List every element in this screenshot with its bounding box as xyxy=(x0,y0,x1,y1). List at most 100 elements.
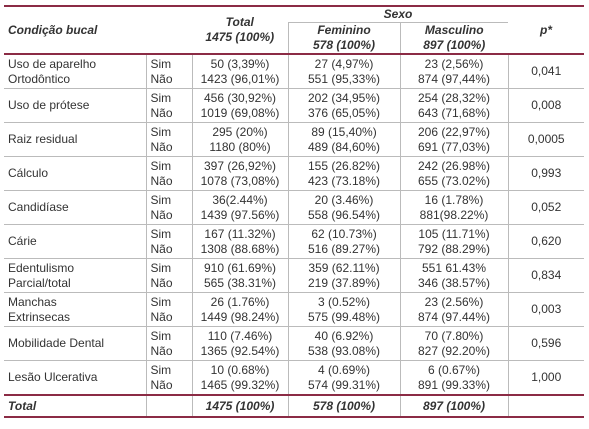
data-table: Condição bucal Total 1475 (100%) Sexo p* … xyxy=(4,5,584,418)
total-value: 565 (38.31%) xyxy=(203,275,277,290)
total-p-empty xyxy=(507,394,584,418)
condition-label: Extrinsecas xyxy=(8,309,71,324)
answer-label: Sim xyxy=(150,56,172,71)
female-value: 359 (62.11%) xyxy=(308,260,380,275)
male-value: 6 (0.67%) xyxy=(427,362,481,377)
female-value: 20 (3.46%) xyxy=(314,192,374,207)
male-value: 891 (99.33%) xyxy=(417,377,491,392)
condition-label: Ortodôntico xyxy=(8,71,71,86)
total-value: 910 (61.69%) xyxy=(203,260,277,275)
male-value: 206 (22,97%) xyxy=(417,124,491,139)
header-male-title: Masculino xyxy=(424,23,484,37)
total-value: 36(2.44%) xyxy=(212,192,268,207)
condition-cell: Cálculo xyxy=(4,156,146,191)
total-cell: 295 (20%) 1180 (80%) xyxy=(191,122,288,157)
female-value: 489 (84,60%) xyxy=(307,139,381,154)
female-value: 27 (4,97%) xyxy=(314,56,374,71)
p-value: 0,834 xyxy=(507,258,584,293)
condition-cell: Edentulismo Parcial/total xyxy=(4,258,146,293)
total-male: 897 (100%) xyxy=(399,394,508,418)
male-cell: 23 (2.56%) 874 (97.44%) xyxy=(399,292,508,327)
table-body: Uso de aparelho Ortodôntico Sim Não 50 (3,39… xyxy=(4,54,584,418)
female-value: 40 (6.92%) xyxy=(314,328,374,343)
condition-cell: Candidíase xyxy=(4,190,146,225)
answer-cell: Sim Não xyxy=(145,258,192,293)
total-cell: 167 (11.32%) 1308 (88.68%) xyxy=(191,224,288,259)
total-cell: 397 (26,92%) 1078 (73,08%) xyxy=(191,156,288,191)
table-row: Lesão Ulcerativa Sim Não 10 (0.68%) 1465 (99… xyxy=(4,360,584,396)
header-female-title: Feminino xyxy=(317,23,371,37)
female-value: 376 (65,05%) xyxy=(307,105,381,120)
total-value: 1423 (96,01%) xyxy=(200,71,280,86)
condition-cell: Uso de aparelho Ortodôntico xyxy=(4,54,146,89)
male-cell: 242 (26.98%) 655 (73.02%) xyxy=(399,156,508,191)
condition-cell: Mobilidade Dental xyxy=(4,326,146,361)
p-value: 0,993 xyxy=(507,156,584,191)
answer-label: Sim xyxy=(150,260,172,275)
header-female: Feminino 578 (100%) xyxy=(287,22,400,55)
answer-label: Sim xyxy=(150,294,172,309)
answer-cell: Sim Não xyxy=(145,360,192,396)
total-value: 1449 (98.24%) xyxy=(200,309,280,324)
total-value: 397 (26,92%) xyxy=(203,158,277,173)
female-value: 202 (34,95%) xyxy=(307,90,381,105)
answer-label: Sim xyxy=(150,328,172,343)
header-group: Sexo xyxy=(288,6,508,23)
male-cell: 254 (28,32%) 643 (71,68%) xyxy=(399,88,508,123)
total-value: 1078 (73,08%) xyxy=(200,173,280,188)
female-cell: 4 (0.69%) 574 (99.31%) xyxy=(287,360,400,396)
total-value: 295 (20%) xyxy=(212,124,268,139)
total-value: 1019 (69,08%) xyxy=(200,105,280,120)
total-value: 1365 (92.54%) xyxy=(200,343,280,358)
male-value: 792 (88.29%) xyxy=(417,241,491,256)
female-value: 155 (26.82%) xyxy=(307,158,381,173)
p-value: 0,596 xyxy=(507,326,584,361)
female-value: 551 (95,33%) xyxy=(307,71,381,86)
total-value: 1439 (97.56%) xyxy=(200,207,280,222)
header-total: Total 1475 (100%) xyxy=(192,6,288,55)
male-value: 254 (28,32%) xyxy=(417,90,491,105)
total-value: 26 (1.76%) xyxy=(210,294,270,309)
condition-label: Cárie xyxy=(8,234,37,248)
male-cell: 206 (22,97%) 691 (77,03%) xyxy=(399,122,508,157)
male-value: 643 (71,68%) xyxy=(417,105,491,120)
condition-cell: Cárie xyxy=(4,224,146,259)
female-value: 219 (37.89%) xyxy=(307,275,381,290)
total-value: 10 (0.68%) xyxy=(210,362,270,377)
condition-label: Edentulismo xyxy=(8,260,75,275)
male-cell: 551 61.43% 346 (38.57%) xyxy=(399,258,508,293)
total-value: 1465 (99.32%) xyxy=(200,377,280,392)
condition-label: Candidíase xyxy=(8,200,69,214)
female-value: 575 (99.48%) xyxy=(307,309,381,324)
header-total-title: Total xyxy=(225,15,254,29)
p-value: 0,003 xyxy=(507,292,584,327)
female-cell: 27 (4,97%) 551 (95,33%) xyxy=(287,54,400,89)
header-condition: Condição bucal xyxy=(4,6,146,55)
total-value: 110 (7.46%) xyxy=(207,328,273,343)
female-value: 574 (99.31%) xyxy=(307,377,381,392)
answer-cell: Sim Não xyxy=(145,224,192,259)
answer-cell: Sim Não xyxy=(145,292,192,327)
condition-label: Uso de prótese xyxy=(8,98,90,112)
female-cell: 40 (6.92%) 538 (93.08%) xyxy=(287,326,400,361)
male-value: 874 (97.44%) xyxy=(417,309,491,324)
p-value: 1,000 xyxy=(507,360,584,396)
female-cell: 202 (34,95%) 376 (65,05%) xyxy=(287,88,400,123)
female-cell: 155 (26.82%) 423 (73.18%) xyxy=(287,156,400,191)
p-value: 0,0005 xyxy=(507,122,584,157)
header-male: Masculino 897 (100%) xyxy=(399,22,508,55)
table-row: Candidíase Sim Não 36(2.44%) 1439 (97.56%) 20… xyxy=(4,190,584,225)
male-value: 105 (11.71%) xyxy=(418,226,490,241)
female-value: 62 (10.73%) xyxy=(311,226,377,241)
male-value: 551 61.43% xyxy=(421,260,487,275)
total-value: 1180 (80%) xyxy=(209,139,271,154)
answer-label: Não xyxy=(150,241,173,256)
female-cell: 89 (15,40%) 489 (84,60%) xyxy=(287,122,400,157)
answer-label: Não xyxy=(150,71,173,86)
answer-label: Sim xyxy=(150,226,172,241)
answer-label: Não xyxy=(150,377,173,392)
male-value: 691 (77,03%) xyxy=(417,139,491,154)
male-cell: 105 (11.71%) 792 (88.29%) xyxy=(399,224,508,259)
female-value: 538 (93.08%) xyxy=(307,343,381,358)
